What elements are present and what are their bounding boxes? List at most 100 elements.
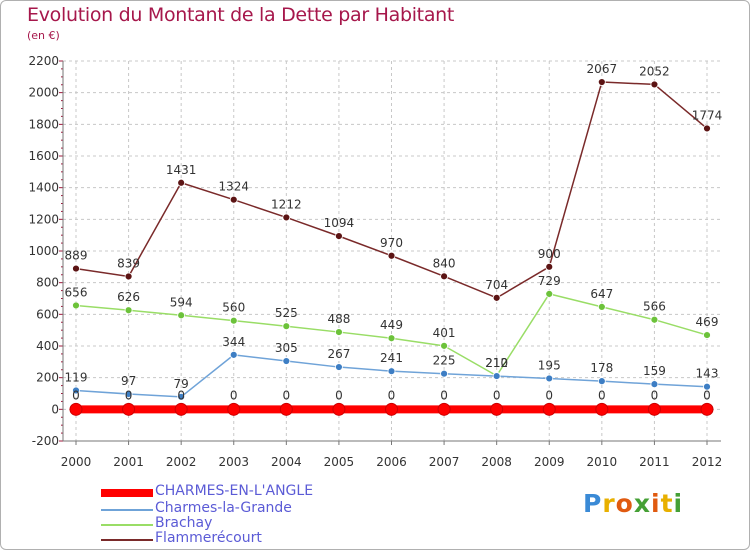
y-tick-label: 1200 [28, 212, 59, 226]
data-label: 1094 [324, 216, 355, 230]
x-tick-label: 2006 [376, 455, 407, 469]
x-tick-label: 2010 [587, 455, 618, 469]
data-label: 1431 [166, 163, 197, 177]
logo-letter: r [602, 489, 615, 518]
x-tick-label: 2012 [692, 455, 723, 469]
data-label: 449 [380, 318, 403, 332]
x-tick-label: 2007 [429, 455, 460, 469]
data-label: 159 [643, 364, 666, 378]
data-point [335, 329, 342, 336]
legend-swatch [101, 489, 153, 497]
x-tick-label: 2005 [324, 455, 355, 469]
data-label: 647 [590, 287, 613, 301]
data-point [70, 403, 82, 415]
data-label: 119 [65, 370, 88, 384]
data-label: 0 [283, 388, 291, 402]
data-point [283, 214, 290, 221]
x-tick-label: 2000 [61, 455, 92, 469]
data-label: 656 [65, 285, 88, 299]
data-point [283, 323, 290, 330]
data-label: 840 [433, 256, 456, 270]
data-point [283, 358, 290, 365]
legend-label: Brachay [155, 515, 212, 531]
data-point [441, 370, 448, 377]
data-label: 178 [590, 361, 613, 375]
y-tick-label: 0 [51, 402, 59, 416]
data-label: 488 [327, 312, 350, 326]
data-point [596, 403, 608, 415]
legend-swatch [101, 539, 153, 541]
legend-item: CHARMES-EN-L'ANGLE [101, 485, 361, 501]
data-point [543, 403, 555, 415]
data-label: 704 [485, 278, 508, 292]
proxiti-logo: Proxiti [583, 489, 683, 518]
logo-letter: x [634, 489, 651, 518]
data-label: 0 [493, 388, 501, 402]
logo-letter: i [651, 489, 661, 518]
data-label: 900 [538, 247, 561, 261]
data-point [598, 303, 605, 310]
data-label: 401 [433, 326, 456, 340]
y-tick-label: 600 [36, 307, 59, 321]
data-point [701, 403, 713, 415]
data-label: 2067 [587, 62, 618, 76]
data-label: 626 [117, 290, 140, 304]
data-label: 0 [388, 388, 396, 402]
data-point [178, 179, 185, 186]
y-tick-label: 1400 [28, 181, 59, 195]
data-point [228, 403, 240, 415]
y-tick-label: 200 [36, 371, 59, 385]
data-label: 594 [170, 295, 193, 309]
data-point [598, 378, 605, 385]
data-point [651, 316, 658, 323]
data-label: 469 [696, 315, 719, 329]
data-point [546, 375, 553, 382]
data-label: 0 [125, 388, 133, 402]
y-tick-label: -200 [32, 434, 59, 448]
data-label: 0 [72, 388, 80, 402]
logo-letter: t [661, 489, 674, 518]
y-tick-label: 1800 [28, 117, 59, 131]
data-label: 729 [538, 274, 561, 288]
data-label: 267 [327, 347, 350, 361]
data-point [175, 403, 187, 415]
data-label: 0 [703, 388, 711, 402]
data-label: 839 [117, 256, 140, 270]
data-label: 241 [380, 351, 403, 365]
data-point [386, 403, 398, 415]
data-point [73, 265, 80, 272]
data-point [651, 81, 658, 88]
x-tick-label: 2011 [639, 455, 670, 469]
data-point [333, 403, 345, 415]
data-label: 566 [643, 300, 666, 314]
y-tick-label: 2200 [28, 54, 59, 68]
data-point [493, 373, 500, 380]
x-tick-label: 2002 [166, 455, 197, 469]
x-tick-label: 2008 [481, 455, 512, 469]
x-tick-label: 2009 [534, 455, 565, 469]
data-point [335, 233, 342, 240]
data-point [280, 403, 292, 415]
data-point [648, 403, 660, 415]
data-point [441, 273, 448, 280]
legend-swatch [101, 509, 153, 511]
data-label: 344 [222, 335, 245, 349]
data-label: 212 [485, 356, 508, 370]
legend-label: Charmes-la-Grande [155, 500, 292, 516]
data-point [388, 368, 395, 375]
data-point [704, 332, 711, 339]
logo-letter: i [674, 489, 684, 518]
data-label: 525 [275, 306, 298, 320]
data-point [493, 294, 500, 301]
x-tick-label: 2004 [271, 455, 302, 469]
data-label: 1212 [271, 197, 302, 211]
data-label: 143 [696, 367, 719, 381]
data-label: 1324 [218, 180, 249, 194]
data-point [335, 364, 342, 371]
line-chart: -200020040060080010001200140016001800200… [1, 1, 749, 549]
data-point [598, 79, 605, 86]
data-label: 2052 [639, 64, 670, 78]
x-tick-label: 2001 [113, 455, 144, 469]
y-tick-label: 800 [36, 276, 59, 290]
logo-letter: o [616, 489, 634, 518]
